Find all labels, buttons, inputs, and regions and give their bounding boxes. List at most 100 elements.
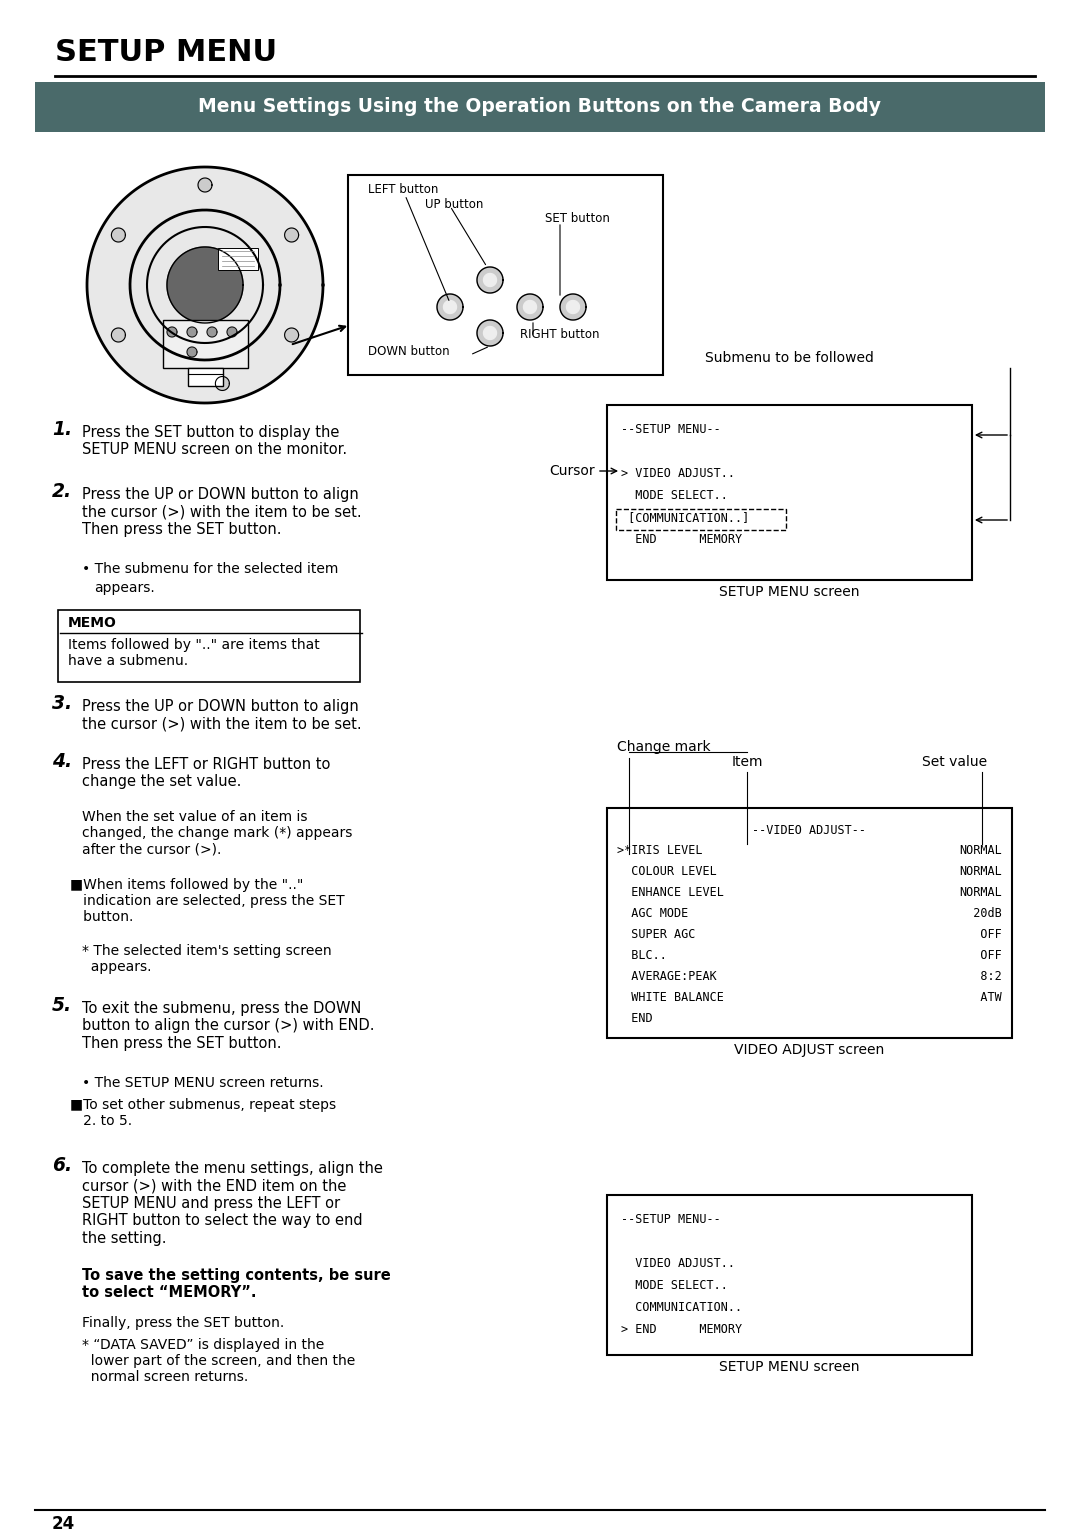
Text: SETUP MENU screen: SETUP MENU screen — [719, 586, 860, 599]
Polygon shape — [87, 167, 323, 404]
Text: SETUP MENU screen: SETUP MENU screen — [719, 1359, 860, 1375]
Bar — [163, 320, 248, 368]
FancyBboxPatch shape — [35, 83, 1045, 131]
Text: appears.: appears. — [94, 581, 154, 595]
Text: Submenu to be followed: Submenu to be followed — [705, 352, 874, 365]
Bar — [607, 807, 1012, 1038]
Text: * “DATA SAVED” is displayed in the
  lower part of the screen, and then the
  no: * “DATA SAVED” is displayed in the lower… — [82, 1338, 355, 1384]
Text: Press the UP or DOWN button to align
the cursor (>) with the item to be set.: Press the UP or DOWN button to align the… — [82, 699, 362, 731]
Text: 3.: 3. — [52, 694, 72, 713]
Polygon shape — [437, 294, 463, 320]
Text: ■To set other submenus, repeat steps
   2. to 5.: ■To set other submenus, repeat steps 2. … — [70, 1098, 336, 1128]
Polygon shape — [207, 327, 217, 336]
Bar — [607, 1196, 972, 1355]
Text: When the set value of an item is
changed, the change mark (*) appears
after the : When the set value of an item is changed… — [82, 810, 352, 856]
Text: COMMUNICATION..: COMMUNICATION.. — [621, 1301, 742, 1313]
Text: --VIDEO ADJUST--: --VIDEO ADJUST-- — [753, 824, 866, 836]
Text: RIGHT button: RIGHT button — [519, 329, 599, 341]
Bar — [218, 248, 258, 271]
Text: MODE SELECT..: MODE SELECT.. — [621, 489, 728, 502]
Polygon shape — [187, 347, 197, 356]
Text: Finally, press the SET button.: Finally, press the SET button. — [82, 1316, 284, 1330]
Polygon shape — [567, 301, 580, 313]
Polygon shape — [167, 327, 177, 336]
Text: END: END — [617, 1012, 652, 1024]
Polygon shape — [198, 177, 212, 193]
Text: 2.: 2. — [52, 482, 72, 502]
FancyBboxPatch shape — [58, 610, 360, 682]
Text: Press the LEFT or RIGHT button to
change the set value.: Press the LEFT or RIGHT button to change… — [82, 757, 330, 789]
Polygon shape — [227, 327, 237, 336]
Text: OFF: OFF — [959, 950, 1002, 962]
Text: Change mark: Change mark — [617, 740, 711, 754]
Text: MODE SELECT..: MODE SELECT.. — [621, 1278, 728, 1292]
Polygon shape — [215, 376, 229, 390]
Text: SETUP MENU: SETUP MENU — [55, 38, 278, 67]
Text: SUPER AGC: SUPER AGC — [617, 928, 696, 940]
Text: To exit the submenu, press the DOWN
button to align the cursor (>) with END.
The: To exit the submenu, press the DOWN butt… — [82, 1001, 375, 1050]
Polygon shape — [484, 274, 497, 286]
Text: LEFT button: LEFT button — [368, 183, 438, 196]
Text: ENHANCE LEVEL: ENHANCE LEVEL — [617, 885, 724, 899]
Text: Menu Settings Using the Operation Buttons on the Camera Body: Menu Settings Using the Operation Button… — [199, 98, 881, 116]
Text: [COMMUNICATION..]: [COMMUNICATION..] — [621, 511, 750, 524]
Text: 20dB: 20dB — [959, 907, 1002, 920]
Polygon shape — [477, 320, 503, 346]
Polygon shape — [285, 228, 298, 242]
Text: Set value: Set value — [922, 755, 987, 769]
Text: NORMAL: NORMAL — [959, 865, 1002, 878]
Text: --SETUP MENU--: --SETUP MENU-- — [621, 424, 720, 436]
Text: ATW: ATW — [959, 991, 1002, 1005]
Text: NORMAL: NORMAL — [959, 885, 1002, 899]
Text: NORMAL: NORMAL — [959, 844, 1002, 856]
Text: • The SETUP MENU screen returns.: • The SETUP MENU screen returns. — [82, 1076, 324, 1090]
Bar — [607, 405, 972, 579]
Text: --SETUP MENU--: --SETUP MENU-- — [621, 1212, 720, 1226]
Text: To save the setting contents, be sure
to select “MEMORY”.: To save the setting contents, be sure to… — [82, 1268, 391, 1300]
Text: 6.: 6. — [52, 1156, 72, 1174]
Bar — [188, 368, 222, 385]
Text: Press the UP or DOWN button to align
the cursor (>) with the item to be set.
The: Press the UP or DOWN button to align the… — [82, 488, 362, 537]
Text: 4.: 4. — [52, 752, 72, 771]
Text: To complete the menu settings, align the
cursor (>) with the END item on the
SET: To complete the menu settings, align the… — [82, 1161, 383, 1246]
Polygon shape — [561, 294, 586, 320]
Polygon shape — [484, 327, 497, 339]
Text: • The submenu for the selected item: • The submenu for the selected item — [82, 563, 338, 576]
Text: OFF: OFF — [959, 928, 1002, 940]
Text: Press the SET button to display the
SETUP MENU screen on the monitor.: Press the SET button to display the SETU… — [82, 425, 347, 457]
Text: 8:2: 8:2 — [959, 969, 1002, 983]
Text: DOWN button: DOWN button — [368, 346, 449, 358]
Text: BLC..: BLC.. — [617, 950, 666, 962]
Polygon shape — [517, 294, 543, 320]
Text: AGC MODE: AGC MODE — [617, 907, 688, 920]
Polygon shape — [111, 329, 125, 342]
Polygon shape — [111, 228, 125, 242]
Text: 24: 24 — [52, 1515, 76, 1529]
Polygon shape — [167, 248, 243, 323]
Text: UP button: UP button — [426, 197, 484, 211]
Text: > VIDEO ADJUST..: > VIDEO ADJUST.. — [621, 466, 735, 480]
Text: > END      MEMORY: > END MEMORY — [621, 1323, 742, 1336]
Polygon shape — [187, 327, 197, 336]
Text: END      MEMORY: END MEMORY — [621, 534, 742, 546]
Text: >*IRIS LEVEL: >*IRIS LEVEL — [617, 844, 702, 856]
Text: 5.: 5. — [52, 995, 72, 1015]
Text: COLOUR LEVEL: COLOUR LEVEL — [617, 865, 717, 878]
Polygon shape — [524, 301, 537, 313]
Text: Item: Item — [731, 755, 762, 769]
Polygon shape — [285, 329, 298, 342]
Text: 1.: 1. — [52, 420, 72, 439]
Text: VIDEO ADJUST..: VIDEO ADJUST.. — [621, 1257, 735, 1271]
Text: Items followed by ".." are items that
have a submenu.: Items followed by ".." are items that ha… — [68, 638, 320, 668]
Text: AVERAGE:PEAK: AVERAGE:PEAK — [617, 969, 717, 983]
Text: SET button: SET button — [545, 213, 610, 225]
Text: * The selected item's setting screen
  appears.: * The selected item's setting screen app… — [82, 943, 332, 974]
Text: VIDEO ADJUST screen: VIDEO ADJUST screen — [734, 1043, 885, 1057]
Text: WHITE BALANCE: WHITE BALANCE — [617, 991, 724, 1005]
Text: ■When items followed by the ".."
   indication are selected, press the SET
   bu: ■When items followed by the ".." indicat… — [70, 878, 345, 925]
Text: Cursor: Cursor — [550, 463, 595, 479]
Polygon shape — [477, 268, 503, 294]
Bar — [348, 174, 663, 375]
Polygon shape — [444, 301, 457, 313]
Text: MEMO: MEMO — [68, 616, 117, 630]
